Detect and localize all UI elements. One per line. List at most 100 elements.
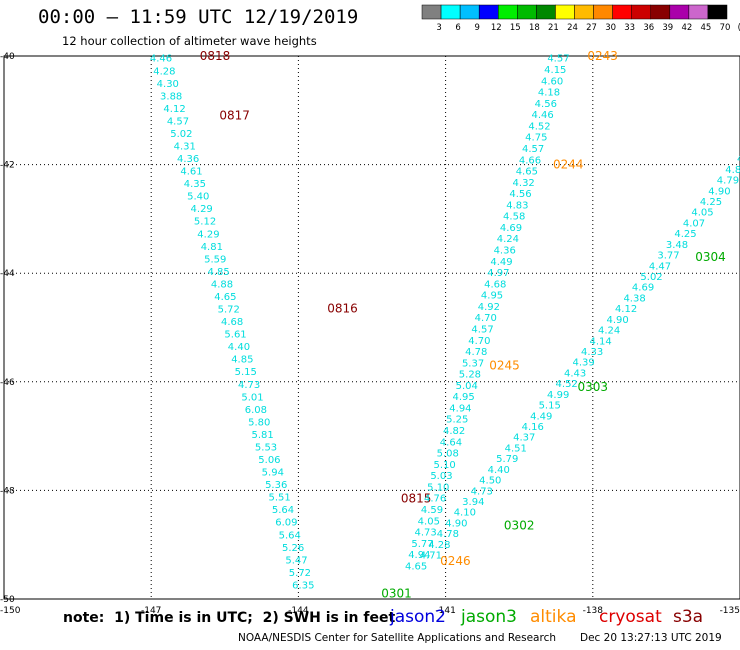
swh-value-label: 4.95	[481, 291, 503, 302]
colorbar-swatch	[612, 4, 632, 20]
swh-value-label: 4.38	[623, 293, 645, 304]
swh-value-label: 5.94	[262, 468, 284, 479]
time-label: 0818	[200, 49, 231, 63]
colorbar-label: 30	[605, 23, 616, 33]
swh-value-label: 4.30	[157, 79, 179, 90]
legend-s3a: s3a	[673, 607, 704, 627]
swh-value-label: 4.35	[184, 179, 206, 190]
swh-value-label: 4.94	[408, 550, 430, 561]
swh-value-label: 5.81	[252, 430, 274, 441]
swh-value-label: 4.28	[428, 540, 450, 551]
swh-value-label: 5.36	[265, 480, 287, 491]
swh-value-label: 4.70	[475, 313, 497, 324]
swh-value-label: 4.56	[535, 99, 557, 110]
colorbar-label: 24	[567, 23, 578, 33]
swh-value-label: 4.70	[468, 336, 490, 347]
swh-value-label: 4.33	[581, 347, 603, 358]
y-tick-label: -48	[0, 486, 15, 496]
swh-value-label: 5.08	[437, 449, 459, 460]
swh-value-label: 5.77	[411, 539, 433, 550]
swh-value-label: 4.85	[207, 267, 229, 278]
swh-value-label: 4.65	[516, 167, 538, 178]
timestamp: Dec 20 13:27:13 UTC 2019	[580, 632, 722, 644]
footer-note: note: 1) Time is in UTC; 2) SWH is in fe…	[63, 610, 396, 626]
swh-value-label: 4.66	[519, 155, 541, 166]
y-tick-label: -40	[0, 52, 15, 62]
time-label: 0816	[327, 301, 358, 315]
chart-subtitle: 12 hour collection of altimeter wave hei…	[62, 34, 317, 48]
x-tick-label: -135	[720, 606, 740, 616]
swh-value-label: 4.46	[532, 110, 554, 121]
time-label: 0302	[504, 519, 535, 533]
colorbar-label: (ft)	[738, 23, 740, 33]
time-label: 0304	[695, 250, 726, 264]
colorbar-swatch	[440, 4, 461, 20]
colorbar-label: 6	[455, 23, 460, 33]
swh-value-label: 5.79	[496, 454, 518, 465]
colorbar-swatch	[574, 4, 594, 20]
colorbar-swatch	[478, 4, 499, 20]
colorbar-swatch	[593, 4, 613, 20]
swh-value-label: 5.40	[187, 192, 209, 203]
swh-value-label: 4.05	[418, 516, 440, 527]
swh-value-label: 5.72	[289, 568, 311, 579]
swh-value-label: 6.09	[275, 518, 297, 529]
swh-value-label: 5.53	[255, 442, 277, 453]
colorbar-swatch	[650, 4, 671, 20]
swh-value-label: 4.39	[573, 358, 595, 369]
colorbar-swatch	[555, 4, 575, 20]
swh-value-label: 5.37	[462, 358, 484, 369]
swh-value-label: 4.69	[632, 283, 654, 294]
colorbar-swatch	[536, 4, 556, 20]
colorbar-swatch	[707, 4, 728, 20]
swh-value-label: 4.65	[405, 561, 427, 572]
swh-value-label: 5.12	[194, 217, 216, 228]
swh-value-label: 4.28	[153, 66, 175, 77]
swh-value-label: 5.64	[272, 505, 294, 516]
swh-value-label: 4.75	[525, 133, 547, 144]
colorbar-label: 21	[548, 23, 559, 33]
swh-value-label: 4.85	[231, 355, 253, 366]
time-label: 0817	[219, 109, 250, 123]
colorbar-label: 70	[720, 23, 731, 33]
swh-value-label: 4.36	[494, 246, 516, 257]
swh-value-label: 4.14	[589, 336, 611, 347]
colorbar-swatch	[631, 4, 651, 20]
swh-value-label: 3.77	[657, 251, 679, 262]
colorbar-swatch	[459, 4, 480, 20]
swh-value-label: 4.61	[180, 167, 202, 178]
swh-value-label: 4.32	[513, 178, 535, 189]
axis-ticks: -150 -147 -144 -141 -138 -135 -40 -42 -44 -46 -48 -…	[0, 52, 740, 616]
swh-value-label: 4.69	[500, 223, 522, 234]
swh-value-label: 4.25	[700, 197, 722, 208]
colorbar-label: 36	[643, 23, 654, 33]
swh-value-label: 4.76	[424, 494, 446, 505]
swh-value-label: 4.40	[228, 342, 250, 353]
swh-value-label: 5.47	[285, 555, 307, 566]
swh-value-label: 4.60	[541, 76, 563, 87]
legend-cryosat: cryosat	[599, 607, 662, 627]
time-label: 0243	[587, 49, 618, 63]
swh-value-label: 5.72	[218, 305, 240, 316]
swh-value-label: 4.37	[513, 433, 535, 444]
swh-value-label: 4.6	[737, 154, 740, 165]
colorbar-label: 3	[436, 23, 441, 33]
swh-value-label: 4.94	[449, 403, 471, 414]
swh-value-label: 5.06	[258, 455, 280, 466]
swh-value-label: 4.25	[674, 229, 696, 240]
swh-value-label: 4.83	[506, 200, 528, 211]
x-tick-label: -150	[0, 606, 21, 616]
swh-value-label: 4.78	[437, 529, 459, 540]
swh-value-label: 4.51	[505, 443, 527, 454]
swh-value-label: 4.90	[606, 315, 628, 326]
colorbar-swatch	[688, 4, 709, 20]
swh-value-label: 5.10	[433, 460, 455, 471]
time-label: 0301	[381, 587, 412, 601]
swh-value-label: 4.68	[484, 279, 506, 290]
swh-value-label: 3.48	[666, 240, 688, 251]
swh-value-label: 4.18	[538, 88, 560, 99]
swh-value-label: 5.03	[430, 471, 452, 482]
swh-value-label: 4.57	[522, 144, 544, 155]
colorbar-swatch	[669, 4, 690, 20]
time-label: 0246	[440, 554, 471, 568]
